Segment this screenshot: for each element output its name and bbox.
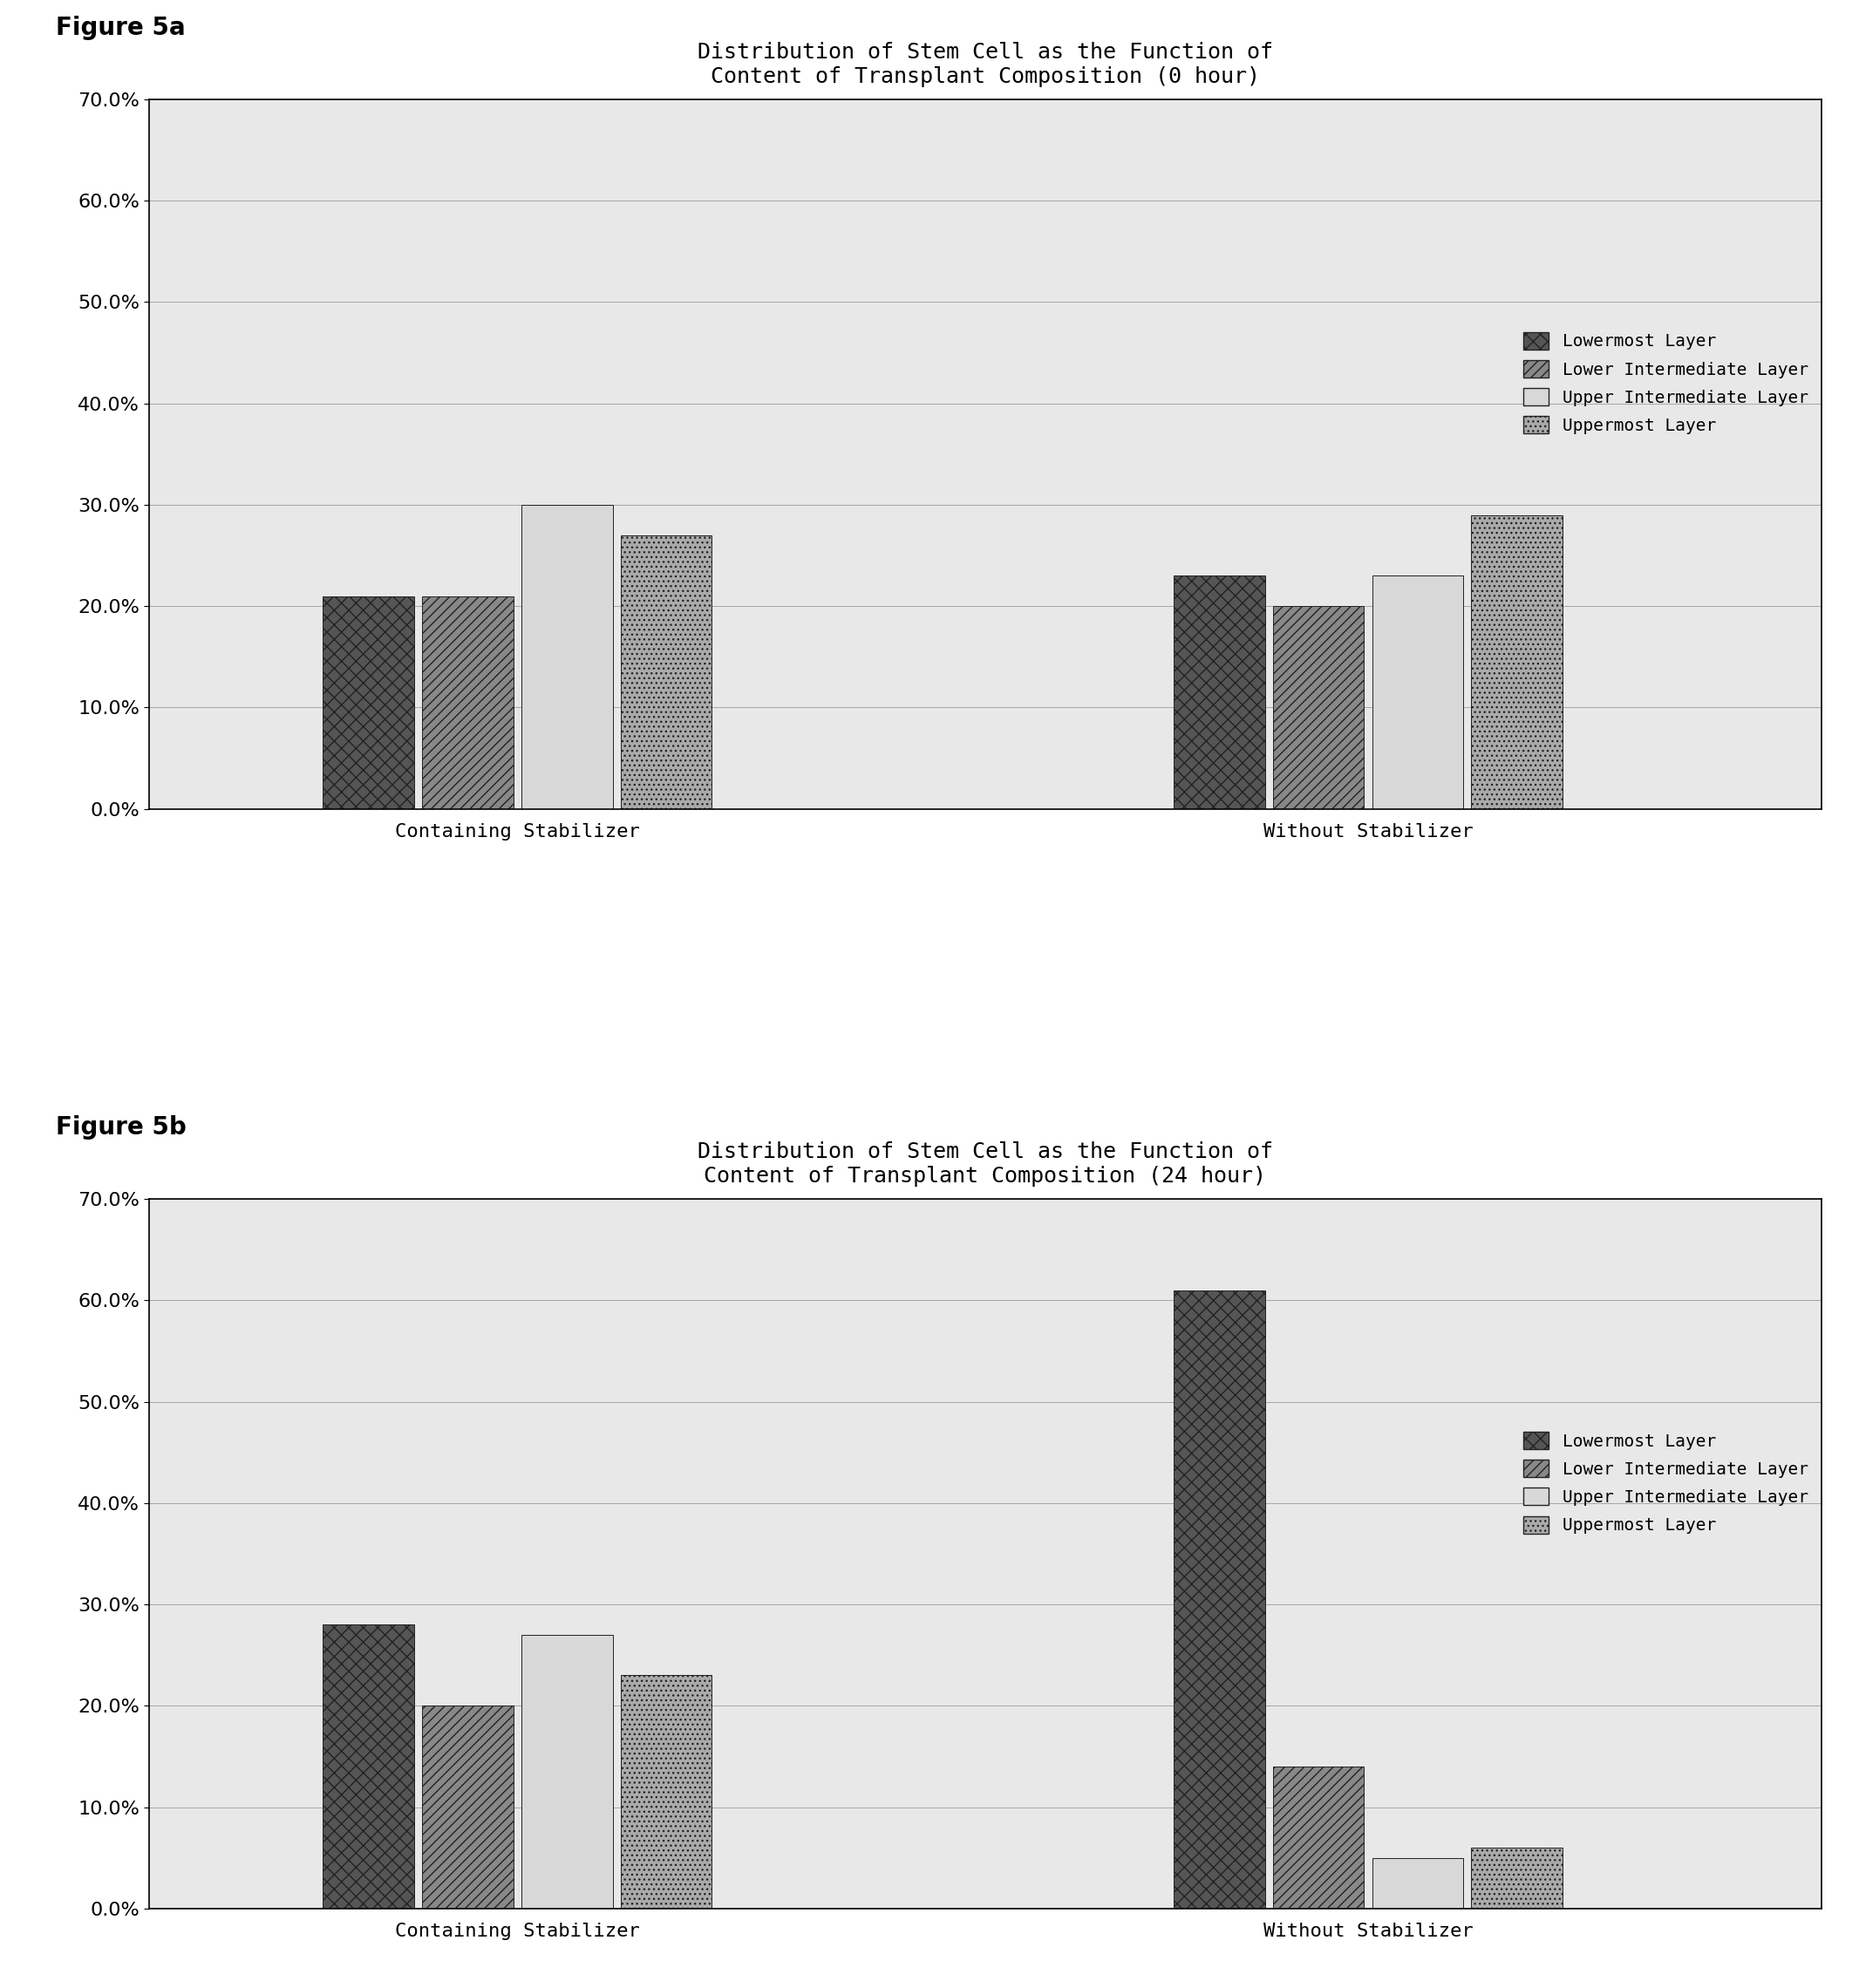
- Legend: Lowermost Layer, Lower Intermediate Layer, Upper Intermediate Layer, Uppermost L: Lowermost Layer, Lower Intermediate Laye…: [1519, 1427, 1813, 1539]
- Bar: [521, 1634, 613, 1908]
- Bar: [1273, 1767, 1365, 1908]
- Bar: [1173, 1290, 1264, 1908]
- Bar: [1173, 577, 1264, 809]
- Bar: [1470, 515, 1563, 809]
- Bar: [521, 505, 613, 809]
- Title: Distribution of Stem Cell as the Function of
Content of Transplant Composition (: Distribution of Stem Cell as the Functio…: [697, 42, 1273, 87]
- Bar: [422, 596, 513, 809]
- Bar: [621, 1676, 712, 1908]
- Bar: [323, 596, 415, 809]
- Text: Figure 5a: Figure 5a: [56, 16, 186, 40]
- Bar: [1273, 606, 1365, 809]
- Bar: [1372, 1859, 1463, 1908]
- Bar: [1372, 577, 1463, 809]
- Bar: [422, 1706, 513, 1908]
- Bar: [621, 535, 712, 809]
- Bar: [323, 1624, 415, 1908]
- Text: Figure 5b: Figure 5b: [56, 1115, 186, 1139]
- Title: Distribution of Stem Cell as the Function of
Content of Transplant Composition (: Distribution of Stem Cell as the Functio…: [697, 1141, 1273, 1187]
- Bar: [1470, 1847, 1563, 1908]
- Legend: Lowermost Layer, Lower Intermediate Layer, Upper Intermediate Layer, Uppermost L: Lowermost Layer, Lower Intermediate Laye…: [1519, 328, 1813, 439]
